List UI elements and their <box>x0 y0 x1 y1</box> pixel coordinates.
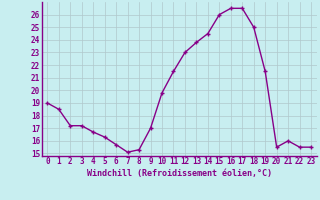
X-axis label: Windchill (Refroidissement éolien,°C): Windchill (Refroidissement éolien,°C) <box>87 169 272 178</box>
